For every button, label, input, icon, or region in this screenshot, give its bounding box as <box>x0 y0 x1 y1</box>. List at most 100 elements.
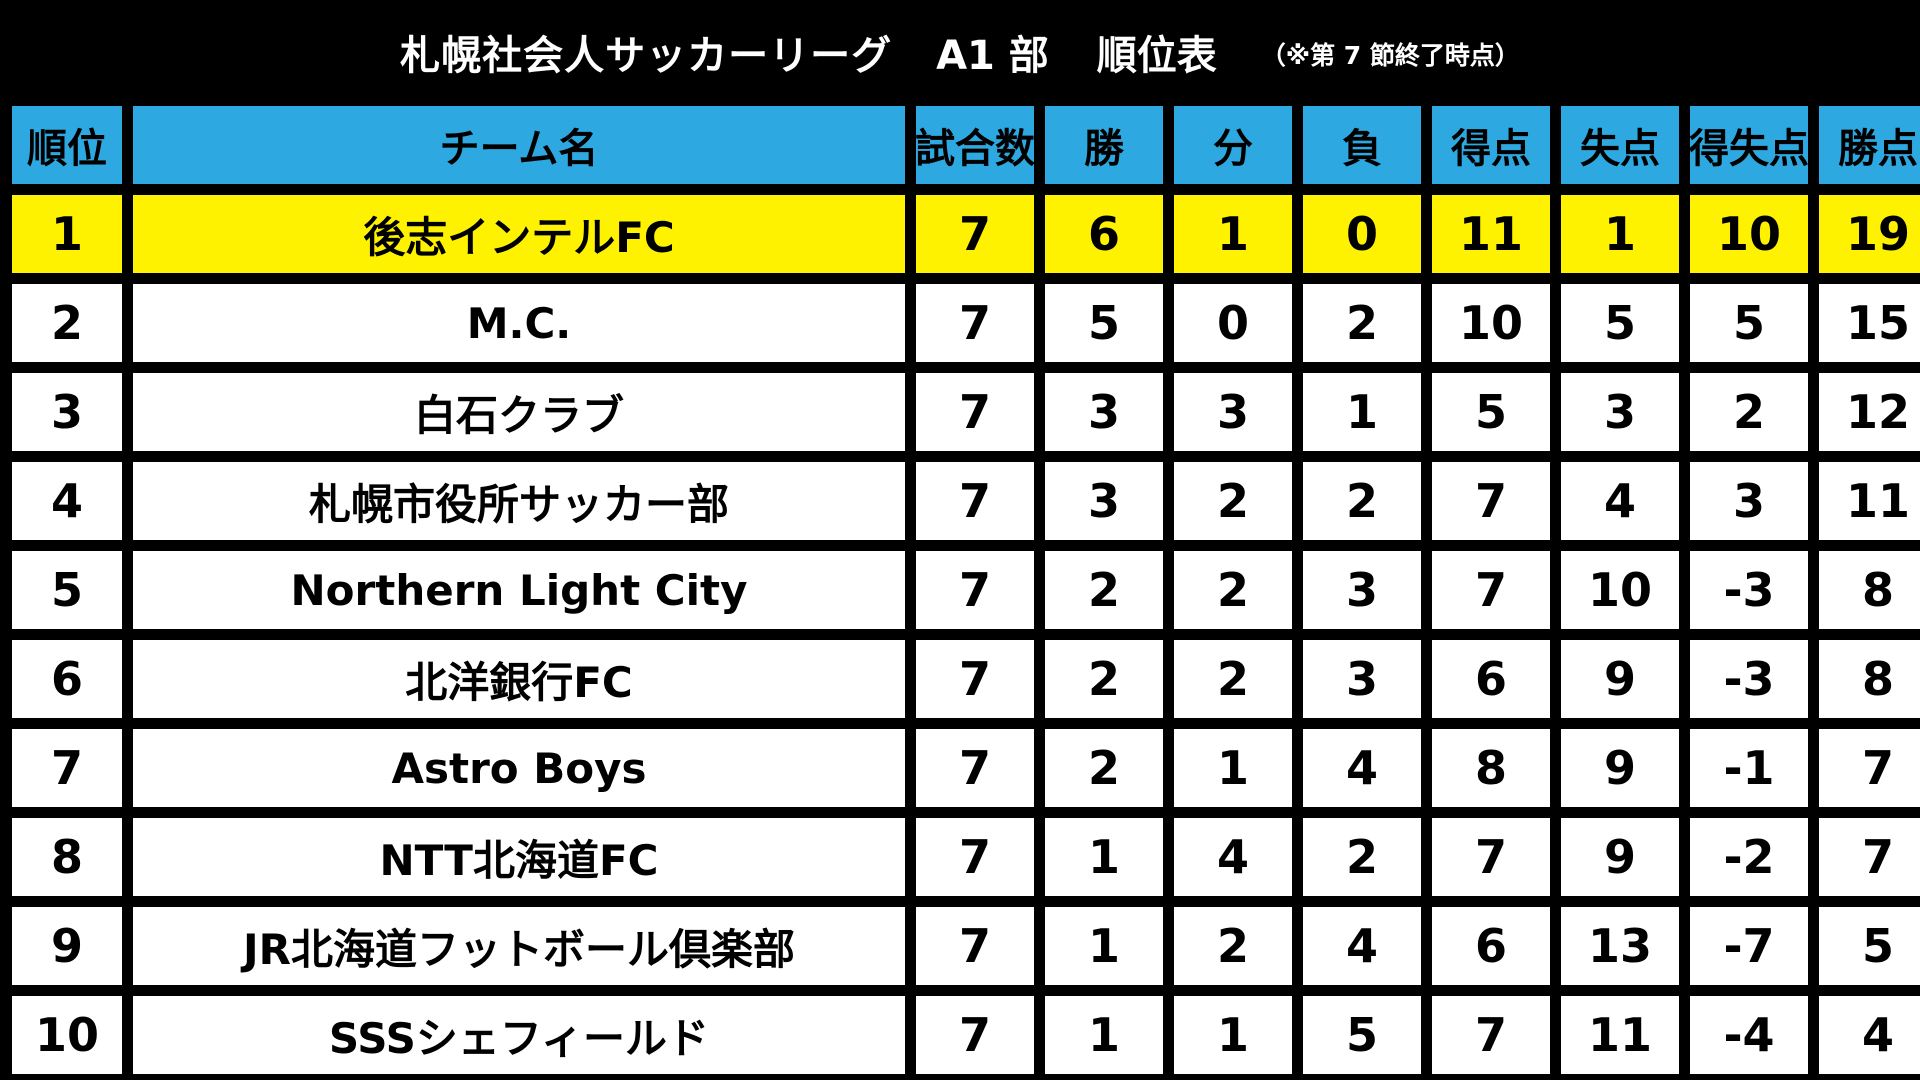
goal-difference-cell: -3 <box>1690 640 1808 718</box>
header-goal-difference: 得失点 <box>1690 106 1808 184</box>
rank-cell: 2 <box>12 284 122 362</box>
points-cell: 15 <box>1819 284 1920 362</box>
draws-cell: 4 <box>1174 818 1292 896</box>
goals-against-cell: 9 <box>1561 818 1679 896</box>
goal-difference-cell: -1 <box>1690 729 1808 807</box>
goals-against-cell: 10 <box>1561 551 1679 629</box>
wins-cell: 2 <box>1045 640 1163 718</box>
team-name-cell: SSSシェフィールド <box>133 996 905 1074</box>
wins-cell: 6 <box>1045 195 1163 273</box>
team-name-cell: NTT北海道FC <box>133 818 905 896</box>
goals-against-cell: 5 <box>1561 284 1679 362</box>
losses-cell: 2 <box>1303 462 1421 540</box>
standings-table: 順位 チーム名 試合数勝分負得点 失点 得失点 勝点 1 後志インテルFC 7 6 1 0 11 1 10 1… <box>12 106 1920 1074</box>
draws-cell: 2 <box>1174 551 1292 629</box>
goal-difference-cell: -4 <box>1690 996 1808 1074</box>
losses-cell: 4 <box>1303 729 1421 807</box>
draws-cell: 1 <box>1174 195 1292 273</box>
losses-cell: 2 <box>1303 818 1421 896</box>
rank-cell: 7 <box>12 729 122 807</box>
team-name-cell: Astro Boys <box>133 729 905 807</box>
team-name-cell: JR北海道フットボール倶楽部 <box>133 907 905 985</box>
draws-cell: 2 <box>1174 462 1292 540</box>
games-cell: 7 <box>916 551 1034 629</box>
rank-cell: 10 <box>12 996 122 1074</box>
goals-against-cell: 13 <box>1561 907 1679 985</box>
points-cell: 4 <box>1819 996 1920 1074</box>
goals-for-cell: 6 <box>1432 907 1550 985</box>
division-label: A1 部 <box>936 33 1049 79</box>
title-bar: 札幌社会人サッカーリーグ A1 部 順位表 （※第 7 節終了時点） <box>0 0 1920 104</box>
rank-cell: 9 <box>12 907 122 985</box>
draws-cell: 1 <box>1174 729 1292 807</box>
points-cell: 19 <box>1819 195 1920 273</box>
header-wins: 勝 <box>1045 106 1163 184</box>
goals-against-cell: 3 <box>1561 373 1679 451</box>
goal-difference-cell: -2 <box>1690 818 1808 896</box>
goals-for-cell: 7 <box>1432 462 1550 540</box>
wins-cell: 5 <box>1045 284 1163 362</box>
games-cell: 7 <box>916 907 1034 985</box>
rank-cell: 1 <box>12 195 122 273</box>
goals-against-cell: 4 <box>1561 462 1679 540</box>
team-name-cell: 北洋銀行FC <box>133 640 905 718</box>
points-cell: 7 <box>1819 818 1920 896</box>
goals-for-cell: 7 <box>1432 818 1550 896</box>
points-cell: 8 <box>1819 551 1920 629</box>
rank-cell: 5 <box>12 551 122 629</box>
wins-cell: 3 <box>1045 462 1163 540</box>
header-rank: 順位 <box>12 106 122 184</box>
page-title: 札幌社会人サッカーリーグ <box>400 33 893 79</box>
games-cell: 7 <box>916 284 1034 362</box>
losses-cell: 0 <box>1303 195 1421 273</box>
team-name-cell: 後志インテルFC <box>133 195 905 273</box>
losses-cell: 3 <box>1303 551 1421 629</box>
games-cell: 7 <box>916 462 1034 540</box>
header-team-name: チーム名 <box>133 106 905 184</box>
draws-cell: 0 <box>1174 284 1292 362</box>
losses-cell: 1 <box>1303 373 1421 451</box>
header-draws: 分 <box>1174 106 1292 184</box>
team-name-cell: Northern Light City <box>133 551 905 629</box>
goals-for-cell: 7 <box>1432 996 1550 1074</box>
draws-cell: 2 <box>1174 907 1292 985</box>
goal-difference-cell: 5 <box>1690 284 1808 362</box>
losses-cell: 2 <box>1303 284 1421 362</box>
rank-cell: 8 <box>12 818 122 896</box>
goals-for-cell: 7 <box>1432 551 1550 629</box>
wins-cell: 2 <box>1045 729 1163 807</box>
points-cell: 5 <box>1819 907 1920 985</box>
header-goals-for: 得点 <box>1432 106 1550 184</box>
draws-cell: 1 <box>1174 996 1292 1074</box>
rank-cell: 3 <box>12 373 122 451</box>
goal-difference-cell: 2 <box>1690 373 1808 451</box>
games-cell: 7 <box>916 195 1034 273</box>
goal-difference-cell: 10 <box>1690 195 1808 273</box>
draws-cell: 3 <box>1174 373 1292 451</box>
goals-for-cell: 5 <box>1432 373 1550 451</box>
goals-against-cell: 1 <box>1561 195 1679 273</box>
losses-cell: 4 <box>1303 907 1421 985</box>
goal-difference-cell: -7 <box>1690 907 1808 985</box>
games-cell: 7 <box>916 818 1034 896</box>
goals-against-cell: 9 <box>1561 729 1679 807</box>
wins-cell: 3 <box>1045 373 1163 451</box>
team-name-cell: M.C. <box>133 284 905 362</box>
goals-for-cell: 11 <box>1432 195 1550 273</box>
header-games: 試合数 <box>916 106 1034 184</box>
wins-cell: 1 <box>1045 907 1163 985</box>
wins-cell: 2 <box>1045 551 1163 629</box>
header-points: 勝点 <box>1819 106 1920 184</box>
standings-label: 順位表 <box>1096 33 1217 79</box>
goals-for-cell: 10 <box>1432 284 1550 362</box>
games-cell: 7 <box>916 729 1034 807</box>
rank-cell: 6 <box>12 640 122 718</box>
team-name-cell: 白石クラブ <box>133 373 905 451</box>
wins-cell: 1 <box>1045 818 1163 896</box>
draws-cell: 2 <box>1174 640 1292 718</box>
goals-for-cell: 8 <box>1432 729 1550 807</box>
losses-cell: 3 <box>1303 640 1421 718</box>
goals-against-cell: 9 <box>1561 640 1679 718</box>
games-cell: 7 <box>916 640 1034 718</box>
goals-for-cell: 6 <box>1432 640 1550 718</box>
